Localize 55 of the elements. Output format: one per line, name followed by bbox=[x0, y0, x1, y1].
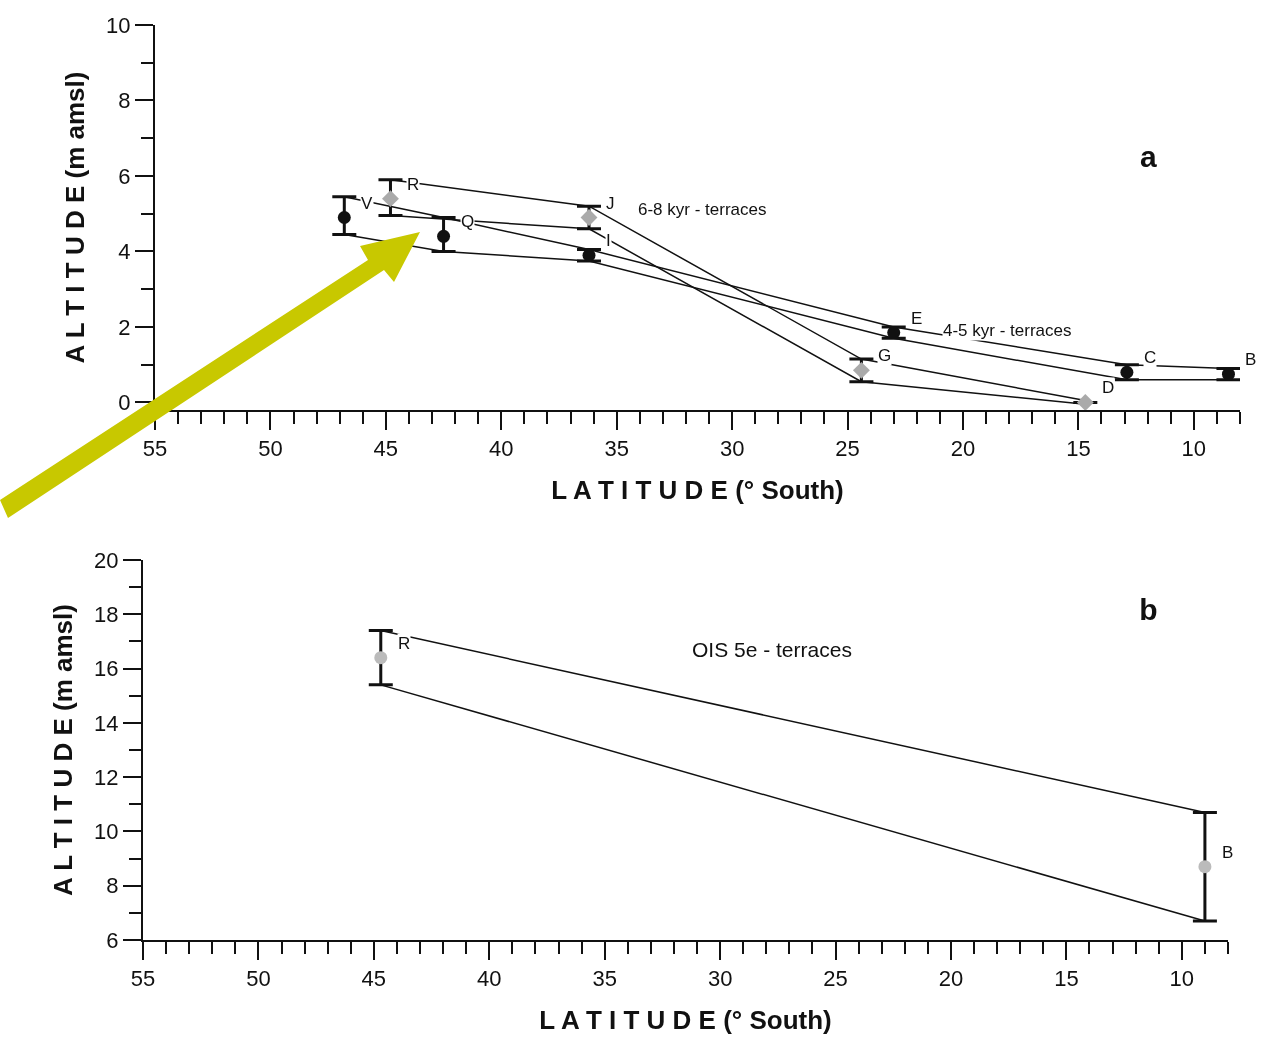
annotation: 6-8 kyr - terraces bbox=[638, 200, 767, 219]
x-tick-label: 50 bbox=[246, 966, 271, 992]
x-tick-label: 35 bbox=[604, 436, 629, 462]
annotation: D bbox=[1102, 378, 1115, 397]
x-tick-label: 50 bbox=[258, 436, 283, 462]
x-tick-label: 45 bbox=[361, 966, 387, 992]
x-tick-label: 25 bbox=[835, 436, 860, 462]
x-axis-title: L A T I T U D E (° South) bbox=[551, 474, 844, 505]
annotation: R bbox=[398, 634, 411, 653]
y-tick-label: 2 bbox=[118, 314, 131, 340]
text: b bbox=[1139, 593, 1158, 627]
x-tick-label: 10 bbox=[1181, 436, 1207, 462]
y-axis-title: A L T I T U D E (m amsl) bbox=[60, 71, 91, 364]
x-tick-label: 35 bbox=[592, 966, 617, 992]
annotation: J bbox=[606, 194, 615, 213]
y-tick-label: 6 bbox=[106, 927, 119, 953]
annotation: 4-5 kyr - terraces bbox=[943, 321, 1072, 340]
y-axis-title: A L T I T U D E (m amsl) bbox=[48, 604, 79, 896]
x-tick-label: 20 bbox=[938, 966, 964, 992]
annotation: OIS 5e - terraces bbox=[692, 638, 852, 661]
x-tick-label: 40 bbox=[489, 436, 514, 462]
x-tick-label: 15 bbox=[1066, 436, 1091, 462]
y-tick-label: 10 bbox=[106, 12, 131, 38]
x-tick-label: 15 bbox=[1054, 966, 1079, 992]
y-tick-label: 12 bbox=[94, 764, 119, 790]
y-tick-label: 16 bbox=[94, 656, 119, 682]
x-axis-title: L A T I T U D E (° South) bbox=[539, 1004, 832, 1035]
y-tick-label: 20 bbox=[94, 547, 119, 573]
y-tick-label: 8 bbox=[118, 88, 131, 114]
x-tick-label: 55 bbox=[142, 436, 168, 462]
y-tick-label: 6 bbox=[118, 163, 131, 189]
annotation: R bbox=[407, 175, 420, 194]
annotation: B bbox=[1245, 350, 1257, 369]
x-tick-label: 30 bbox=[707, 966, 733, 992]
x-tick-label: 40 bbox=[477, 966, 502, 992]
y-tick-label: 18 bbox=[94, 601, 119, 627]
annotation: B bbox=[1222, 843, 1234, 862]
text: a bbox=[1140, 139, 1158, 173]
annotation: E bbox=[911, 309, 923, 328]
annotation: V bbox=[361, 194, 373, 213]
annotation: I bbox=[606, 231, 611, 250]
y-tick-label: 0 bbox=[118, 390, 131, 416]
x-tick-label: 10 bbox=[1169, 966, 1195, 992]
y-tick-label: 4 bbox=[118, 239, 131, 265]
x-tick-label: 55 bbox=[130, 966, 156, 992]
annotation: Q bbox=[461, 212, 475, 231]
x-tick-label: 30 bbox=[719, 436, 745, 462]
y-tick-label: 10 bbox=[94, 819, 119, 845]
annotation: C bbox=[1144, 348, 1157, 367]
y-tick-label: 8 bbox=[106, 873, 119, 899]
y-tick-label: 14 bbox=[94, 710, 119, 736]
x-tick-label: 20 bbox=[950, 436, 976, 462]
x-tick-label: 45 bbox=[373, 436, 399, 462]
annotation: G bbox=[878, 346, 892, 365]
x-tick-label: 25 bbox=[823, 966, 848, 992]
